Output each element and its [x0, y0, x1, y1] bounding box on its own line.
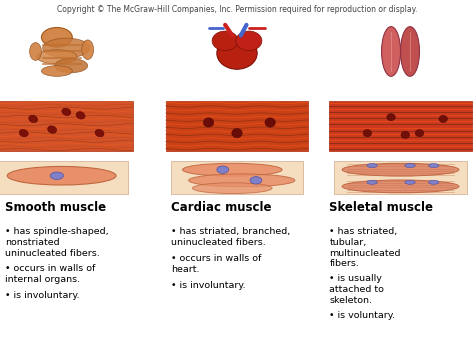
FancyBboxPatch shape — [0, 160, 128, 194]
Ellipse shape — [19, 129, 28, 137]
Ellipse shape — [250, 177, 262, 184]
Ellipse shape — [342, 180, 459, 193]
FancyBboxPatch shape — [0, 101, 133, 151]
Ellipse shape — [62, 108, 71, 116]
Ellipse shape — [405, 180, 415, 184]
Ellipse shape — [387, 114, 395, 121]
Text: • has striated,
tubular,
multinucleated
fibers.: • has striated, tubular, multinucleated … — [329, 227, 401, 268]
Text: Copyright © The McGraw-Hill Companies, Inc. Permission required for reproduction: Copyright © The McGraw-Hill Companies, I… — [57, 5, 417, 14]
Text: • has spindle-shaped,
nonstriated
uninucleated fibers.: • has spindle-shaped, nonstriated uninuc… — [5, 227, 109, 258]
Text: • has striated, branched,
uninucleated fibers.: • has striated, branched, uninucleated f… — [171, 227, 290, 247]
Ellipse shape — [367, 164, 377, 168]
Ellipse shape — [401, 131, 410, 138]
Text: • is involuntary.: • is involuntary. — [171, 281, 245, 290]
Ellipse shape — [428, 180, 439, 184]
Ellipse shape — [217, 166, 229, 173]
Text: Cardiac muscle: Cardiac muscle — [171, 201, 271, 214]
Ellipse shape — [212, 31, 238, 50]
Ellipse shape — [382, 27, 401, 76]
Ellipse shape — [95, 129, 104, 137]
Text: • occurs in walls of
internal organs.: • occurs in walls of internal organs. — [5, 264, 95, 284]
Text: • is usually
attached to
skeleton.: • is usually attached to skeleton. — [329, 274, 384, 305]
Ellipse shape — [439, 115, 447, 122]
Ellipse shape — [236, 31, 262, 50]
Ellipse shape — [47, 126, 57, 133]
Ellipse shape — [192, 183, 272, 193]
Text: Skeletal muscle: Skeletal muscle — [329, 201, 433, 214]
Ellipse shape — [41, 27, 72, 47]
Ellipse shape — [363, 130, 372, 137]
Ellipse shape — [29, 43, 42, 60]
Ellipse shape — [76, 111, 85, 119]
Ellipse shape — [232, 129, 242, 138]
Ellipse shape — [28, 115, 38, 123]
Ellipse shape — [203, 118, 214, 127]
Ellipse shape — [189, 174, 295, 187]
FancyBboxPatch shape — [334, 160, 467, 194]
Text: • occurs in walls of
heart.: • occurs in walls of heart. — [171, 254, 261, 274]
FancyBboxPatch shape — [329, 101, 472, 151]
Text: Smooth muscle: Smooth muscle — [5, 201, 106, 214]
Ellipse shape — [55, 59, 88, 73]
Ellipse shape — [82, 40, 93, 59]
Ellipse shape — [401, 27, 419, 76]
Ellipse shape — [367, 180, 377, 184]
Ellipse shape — [50, 172, 64, 179]
Ellipse shape — [43, 38, 90, 58]
Text: • is involuntary.: • is involuntary. — [5, 291, 79, 300]
Ellipse shape — [217, 37, 257, 69]
Ellipse shape — [405, 164, 415, 168]
Text: • is voluntary.: • is voluntary. — [329, 311, 395, 320]
Ellipse shape — [342, 163, 459, 176]
Ellipse shape — [415, 130, 424, 137]
FancyBboxPatch shape — [166, 101, 308, 151]
Ellipse shape — [182, 163, 282, 176]
Ellipse shape — [41, 66, 72, 76]
Ellipse shape — [36, 50, 77, 64]
Ellipse shape — [265, 118, 275, 127]
Ellipse shape — [428, 164, 439, 168]
FancyBboxPatch shape — [171, 160, 303, 194]
Ellipse shape — [7, 166, 116, 185]
